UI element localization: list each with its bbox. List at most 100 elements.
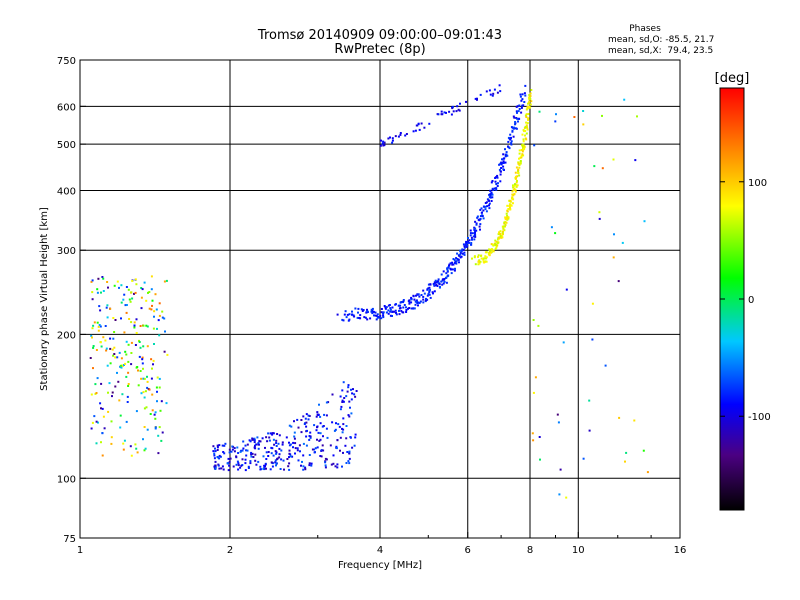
point-e-region-echoes (214, 460, 217, 463)
point-e-region-echoes (283, 468, 285, 471)
point-o-mode-trace (463, 253, 466, 256)
point-low-frequency-scatter (142, 324, 145, 327)
point-upper-o-mode-fragment (391, 137, 394, 140)
point-low-frequency-scatter (154, 411, 157, 414)
point-e-region-echoes (352, 388, 354, 391)
point-low-frequency-scatter (143, 449, 146, 452)
point-e-region-echoes (308, 415, 311, 417)
point-x-mode-trace (495, 240, 498, 243)
point-o-mode-trace (474, 231, 476, 234)
point-low-frequency-scatter (89, 357, 92, 359)
point-e-region-echoes (269, 468, 272, 471)
point-e-region-echoes (275, 451, 278, 454)
point-o-mode-trace (465, 240, 468, 243)
point-e-region-echoes (297, 426, 300, 429)
point-upper-o-mode-fragment (450, 113, 453, 116)
point-e-region-echoes (316, 411, 319, 414)
point-low-frequency-scatter (119, 426, 122, 429)
point-e-region-echoes (341, 399, 344, 402)
point-low-frequency-scatter (93, 321, 96, 324)
point-e-region-echoes (288, 456, 290, 459)
point-upper-o-mode-fragment (457, 108, 460, 111)
point-low-frequency-scatter (101, 454, 104, 457)
point-low-frequency-scatter (107, 410, 110, 413)
point-e-region-echoes (350, 412, 353, 415)
point-x-mode-trace (528, 100, 531, 103)
point-o-mode-trace (432, 283, 435, 285)
point-low-frequency-scatter (134, 291, 137, 294)
y-tick-label: 750 (57, 56, 76, 67)
point-o-mode-trace (518, 117, 521, 120)
point-scattered-high-frequency-points (588, 399, 591, 402)
point-low-frequency-scatter (124, 362, 127, 365)
point-low-frequency-scatter (106, 316, 109, 319)
point-e-region-echoes (255, 443, 258, 446)
point-scattered-high-frequency-points (532, 391, 535, 394)
point-low-frequency-scatter (128, 318, 131, 320)
point-o-mode-trace (465, 245, 468, 248)
point-o-mode-trace (365, 311, 368, 314)
point-scattered-high-frequency-points (612, 158, 615, 161)
point-x-mode-trace (517, 168, 520, 171)
point-low-frequency-scatter (109, 362, 112, 365)
point-e-region-echoes (277, 442, 280, 445)
point-upper-o-mode-fragment (387, 137, 390, 140)
point-scattered-high-frequency-points (565, 288, 568, 291)
point-o-mode-trace (405, 309, 408, 311)
point-low-frequency-scatter (135, 410, 138, 413)
point-low-frequency-scatter (154, 427, 157, 430)
point-low-frequency-scatter (145, 299, 148, 302)
point-x-mode-trace (504, 224, 507, 226)
point-x-mode-trace (525, 121, 528, 124)
point-o-mode-trace (416, 293, 419, 296)
point-low-frequency-scatter (121, 393, 124, 396)
point-o-mode-trace (509, 133, 512, 136)
point-e-region-echoes (218, 467, 221, 470)
point-o-mode-trace (348, 313, 351, 316)
point-e-region-echoes (222, 451, 225, 453)
point-e-region-echoes (212, 445, 215, 448)
point-x-mode-trace (524, 114, 527, 117)
point-o-mode-trace (351, 313, 354, 316)
point-o-mode-trace (524, 84, 527, 87)
point-e-region-echoes (320, 449, 323, 452)
point-upper-o-mode-fragment (458, 109, 461, 112)
point-e-region-echoes (254, 459, 257, 462)
point-o-mode-trace (493, 187, 496, 190)
point-x-mode-trace (511, 193, 514, 196)
point-e-region-echoes (244, 469, 247, 472)
point-low-frequency-scatter (152, 327, 155, 330)
point-e-region-echoes (269, 432, 272, 435)
point-o-mode-trace (374, 314, 377, 317)
point-low-frequency-scatter (146, 380, 149, 383)
point-x-mode-trace (480, 257, 483, 260)
point-o-mode-trace (456, 258, 459, 260)
point-x-mode-trace (490, 251, 492, 254)
point-low-frequency-scatter (90, 427, 93, 430)
point-low-frequency-scatter (150, 308, 153, 311)
point-low-frequency-scatter (102, 336, 105, 339)
point-low-frequency-scatter (107, 286, 109, 289)
point-low-frequency-scatter (91, 298, 94, 301)
point-o-mode-trace (462, 248, 465, 251)
point-e-region-echoes (304, 468, 307, 471)
point-low-frequency-scatter (122, 442, 125, 445)
point-e-region-echoes (237, 468, 240, 471)
point-scattered-high-frequency-points (537, 324, 540, 327)
point-x-mode-trace (504, 220, 507, 223)
point-o-mode-trace (376, 316, 379, 319)
point-e-region-echoes (337, 423, 340, 426)
point-o-mode-trace (485, 201, 488, 204)
point-scattered-high-frequency-points (646, 471, 649, 474)
point-o-mode-trace (505, 151, 508, 154)
point-e-region-echoes (251, 438, 254, 441)
point-e-region-echoes (308, 435, 311, 437)
point-x-mode-trace (524, 130, 527, 132)
data-points (89, 84, 649, 499)
point-o-mode-trace (504, 161, 507, 164)
point-o-mode-trace (491, 193, 494, 196)
point-e-region-echoes (264, 446, 266, 449)
point-e-region-echoes (223, 444, 226, 447)
point-o-mode-trace (446, 270, 449, 273)
point-e-region-echoes (305, 425, 308, 428)
